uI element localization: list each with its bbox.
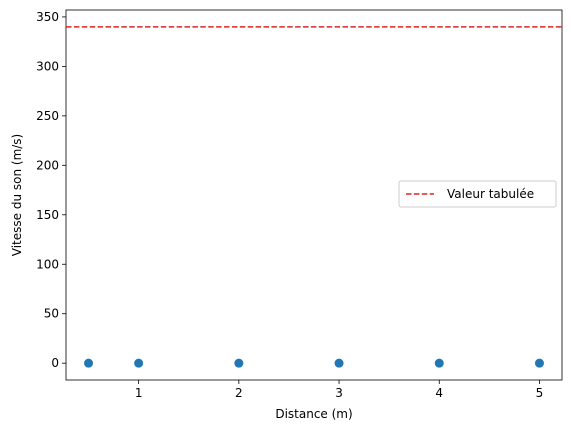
- data-point: [84, 358, 94, 368]
- plot-frame: [65, 9, 563, 381]
- y-tick-label: 0: [51, 356, 59, 370]
- y-tick-label: 200: [36, 158, 59, 172]
- data-point: [434, 358, 444, 368]
- data-point: [234, 358, 244, 368]
- legend-box: [398, 180, 557, 208]
- x-tick-label: 1: [135, 386, 143, 400]
- x-tick-label: 4: [435, 386, 443, 400]
- y-tick-label: 250: [36, 109, 59, 123]
- x-tick-label: 5: [536, 386, 544, 400]
- legend: Valeur tabulée: [398, 180, 557, 208]
- y-tick-label: 350: [36, 10, 59, 24]
- y-tick-label: 300: [36, 59, 59, 73]
- y-axis-label: Vitesse du son (m/s): [10, 134, 24, 256]
- data-point: [334, 358, 344, 368]
- x-tick-label: 3: [335, 386, 343, 400]
- y-tick-label: 150: [36, 208, 59, 222]
- x-axis: 1 2 3 4 5: [135, 380, 543, 400]
- y-tick-label: 100: [36, 257, 59, 271]
- chart-marks: [66, 26, 562, 368]
- y-tick-label: 50: [44, 307, 59, 321]
- legend-label: Valeur tabulée: [447, 187, 534, 201]
- x-tick-label: 2: [235, 386, 243, 400]
- data-point: [534, 358, 544, 368]
- plot-area: [65, 9, 563, 381]
- x-axis-label: Distance (m): [275, 407, 352, 421]
- data-point: [134, 358, 144, 368]
- y-axis: 0 50 100 150 200 250 300 350: [36, 10, 66, 370]
